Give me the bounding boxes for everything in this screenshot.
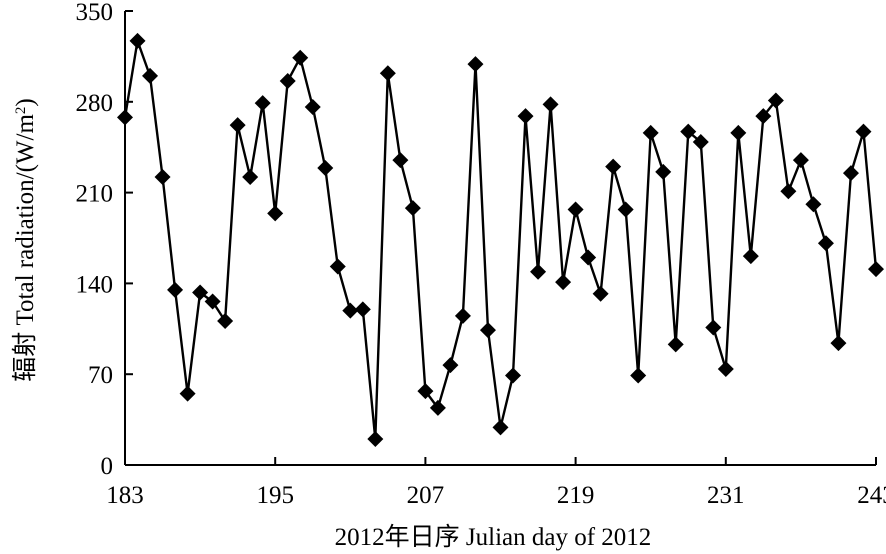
data-point-marker <box>617 201 634 218</box>
y-tick-label: 350 <box>76 0 114 26</box>
x-tick-label: 183 <box>106 482 144 509</box>
data-point-marker <box>592 285 609 302</box>
data-point-marker <box>267 205 284 222</box>
data-point-marker <box>379 65 396 82</box>
data-point-marker <box>567 201 584 218</box>
y-axis-title: 辐射 Total radiation/(W/m2) <box>11 98 39 381</box>
axes <box>124 11 876 466</box>
series-line <box>123 39 878 441</box>
x-tick-label: 195 <box>256 482 294 509</box>
series-markers <box>117 32 884 448</box>
data-point-marker <box>805 196 822 213</box>
data-point-marker <box>142 67 159 84</box>
ticks <box>124 10 877 466</box>
data-point-marker <box>417 383 434 400</box>
data-point-marker <box>717 361 734 378</box>
data-point-marker <box>692 134 709 151</box>
y-tick-label: 140 <box>76 271 114 298</box>
data-point-marker <box>830 335 847 352</box>
data-point-marker <box>454 307 471 324</box>
data-point-marker <box>442 357 459 374</box>
data-point-marker <box>317 159 334 176</box>
data-point-marker <box>304 98 321 115</box>
data-point-marker <box>479 322 496 339</box>
y-axis-title-close: ) <box>12 98 39 106</box>
data-point-marker <box>429 399 446 416</box>
data-point-marker <box>279 73 296 90</box>
data-point-marker <box>642 124 659 141</box>
data-point-marker <box>329 258 346 275</box>
data-point-marker <box>792 152 809 169</box>
data-point-marker <box>254 95 271 112</box>
data-point-marker <box>855 123 872 140</box>
data-point-marker <box>129 32 146 49</box>
data-point-marker <box>229 117 246 134</box>
data-point-marker <box>605 158 622 175</box>
data-point-marker <box>530 263 547 280</box>
data-point-marker <box>780 183 797 200</box>
data-point-marker <box>680 123 697 140</box>
data-point-marker <box>204 293 221 310</box>
data-point-marker <box>655 163 672 180</box>
data-point-marker <box>755 108 772 125</box>
x-tick-label: 207 <box>407 482 445 509</box>
data-point-marker <box>517 108 534 125</box>
data-point-marker <box>167 281 184 298</box>
data-point-marker <box>117 109 133 126</box>
tick-labels: 0 70 140 210 280 350 183 195 207 219 231 243 <box>76 0 886 509</box>
data-point-marker <box>292 49 309 66</box>
data-point-marker <box>342 302 359 319</box>
data-point-marker <box>492 419 509 436</box>
y-axis-title-superscript: 2 <box>13 107 29 115</box>
data-point-marker <box>179 385 196 402</box>
data-point-marker <box>154 169 171 186</box>
data-point-marker <box>555 274 572 291</box>
y-tick-label: 210 <box>76 181 114 208</box>
data-point-marker <box>817 235 834 252</box>
data-series <box>117 32 884 448</box>
y-axis-title-main: 辐射 Total radiation/(W/m <box>11 114 39 382</box>
data-point-marker <box>667 336 684 353</box>
data-point-marker <box>742 248 759 265</box>
data-point-marker <box>505 367 522 384</box>
data-point-marker <box>730 124 747 141</box>
data-point-marker <box>705 319 722 336</box>
x-tick-label: 243 <box>857 482 886 509</box>
data-point-marker <box>630 367 647 384</box>
data-point-marker <box>404 200 421 217</box>
data-point-marker <box>467 56 484 73</box>
x-axis-title: 2012年日序 Julian day of 2012 <box>335 523 652 551</box>
data-point-marker <box>354 301 371 318</box>
data-point-marker <box>868 261 884 278</box>
y-tick-label: 70 <box>88 362 113 389</box>
y-tick-label: 0 <box>101 453 114 480</box>
data-point-marker <box>842 165 859 182</box>
data-point-marker <box>542 96 559 113</box>
data-point-marker <box>217 313 234 330</box>
data-point-marker <box>392 152 409 169</box>
data-point-marker <box>767 92 784 109</box>
x-tick-label: 231 <box>707 482 745 509</box>
data-point-marker <box>192 284 209 301</box>
x-tick-label: 219 <box>557 482 595 509</box>
data-point-marker <box>580 249 597 266</box>
data-point-marker <box>367 431 384 448</box>
data-point-marker <box>242 169 259 186</box>
y-tick-label: 280 <box>76 90 114 117</box>
